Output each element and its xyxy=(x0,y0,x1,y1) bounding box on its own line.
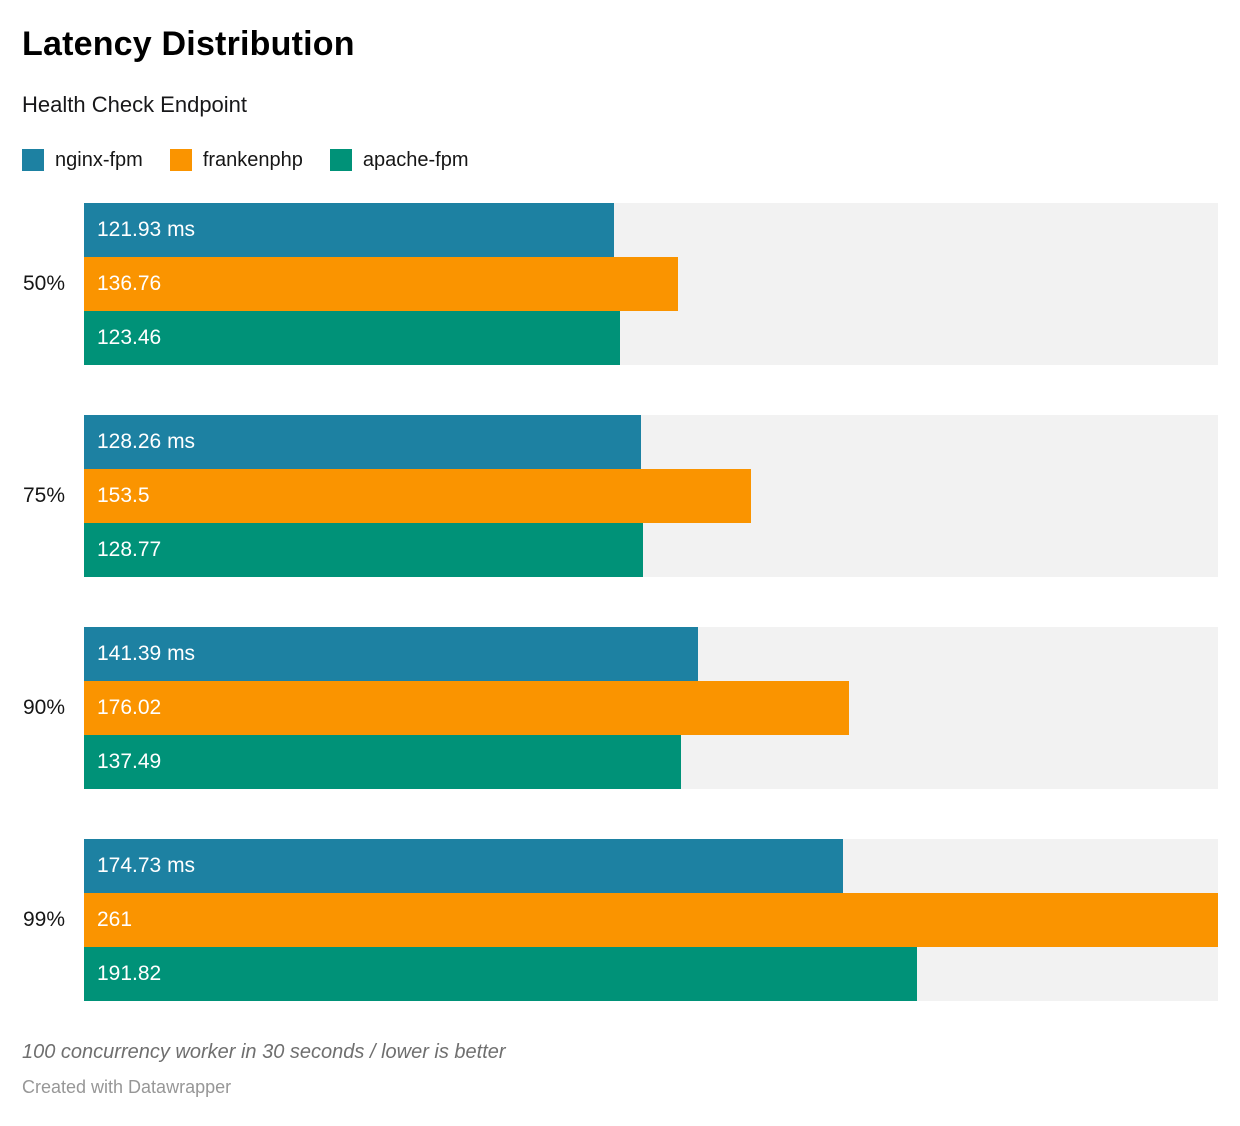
bar-track: 191.82 xyxy=(84,946,1218,1001)
bar-rows: 121.93 ms 136.76 123.46 xyxy=(84,202,1218,365)
bar-value-label: 121.93 ms xyxy=(97,217,196,241)
legend-label: nginx-fpm xyxy=(55,148,143,171)
attribution: Created with Datawrapper xyxy=(22,1076,232,1097)
bar-rows: 141.39 ms 176.02 137.49 xyxy=(84,626,1218,789)
bar-value-label: 191.82 xyxy=(97,961,162,985)
bar-value-label: 137.49 xyxy=(97,749,162,773)
bar-apache-fpm: 123.46 xyxy=(84,310,621,365)
chart-footer: 100 concurrency worker in 30 seconds / l… xyxy=(0,1041,1240,1098)
category-label: 90% xyxy=(22,695,65,719)
bar-track: 123.46 xyxy=(84,310,1218,365)
bar-track: 176.02 xyxy=(84,680,1218,735)
legend-label: apache-fpm xyxy=(362,148,469,171)
bar-value-label: 123.46 xyxy=(97,325,162,349)
bar-frankenphp: 136.76 xyxy=(84,256,679,311)
legend-swatch-icon xyxy=(329,149,352,172)
bar-track: 141.39 ms xyxy=(84,626,1218,681)
bar-group-90%: 90% 141.39 ms 176.02 137.49 xyxy=(22,626,1218,789)
bar-nginx-fpm: 141.39 ms xyxy=(84,626,699,681)
bar-value-label: 261 xyxy=(97,907,133,931)
page-title: Latency Distribution xyxy=(22,25,355,63)
legend-label: frankenphp xyxy=(202,148,303,171)
bar-track: 261 xyxy=(84,892,1218,947)
legend-item-apache-fpm: apache-fpm xyxy=(329,148,469,172)
bar-rows: 128.26 ms 153.5 128.77 xyxy=(84,414,1218,577)
footnote: 100 concurrency worker in 30 seconds / l… xyxy=(22,1040,506,1063)
legend-item-nginx-fpm: nginx-fpm xyxy=(22,149,143,172)
bar-frankenphp: 261 xyxy=(84,892,1218,947)
bar-value-label: 136.76 xyxy=(97,271,162,295)
bar-value-label: 174.73 ms xyxy=(97,853,196,877)
page-subtitle: Health Check Endpoint xyxy=(22,91,248,117)
category-label: 75% xyxy=(22,483,65,507)
legend-swatch-icon xyxy=(169,149,192,172)
bar-frankenphp: 176.02 xyxy=(84,680,849,735)
bar-track: 121.93 ms xyxy=(84,202,1218,257)
bar-chart: 50% 121.93 ms 136.76 123.46 75% 128.26 ms 153.… xyxy=(22,202,1218,1001)
bar-group-99%: 99% 174.73 ms 261 191.82 xyxy=(22,838,1218,1001)
bar-nginx-fpm: 128.26 ms xyxy=(84,414,642,469)
bar-value-label: 176.02 xyxy=(97,695,162,719)
bar-apache-fpm: 137.49 xyxy=(84,734,682,789)
bar-group-75%: 75% 128.26 ms 153.5 128.77 xyxy=(22,414,1218,577)
bar-apache-fpm: 191.82 xyxy=(84,946,918,1001)
bar-track: 128.77 xyxy=(84,522,1218,577)
bar-track: 174.73 ms xyxy=(84,838,1218,893)
chart-page: Latency Distribution Health Check Endpoi… xyxy=(22,25,1218,1001)
bar-track: 137.49 xyxy=(84,734,1218,789)
bar-value-label: 128.77 xyxy=(97,537,162,561)
bar-rows: 174.73 ms 261 191.82 xyxy=(84,838,1218,1001)
bar-frankenphp: 153.5 xyxy=(84,468,751,523)
bar-nginx-fpm: 174.73 ms xyxy=(84,838,844,893)
bar-apache-fpm: 128.77 xyxy=(84,522,644,577)
bar-group-50%: 50% 121.93 ms 136.76 123.46 xyxy=(22,202,1218,365)
bar-nginx-fpm: 121.93 ms xyxy=(84,202,614,257)
category-label: 99% xyxy=(22,907,65,931)
category-label: 50% xyxy=(22,271,65,295)
bar-track: 153.5 xyxy=(84,468,1218,523)
bar-value-label: 128.26 ms xyxy=(97,429,196,453)
bar-value-label: 141.39 ms xyxy=(97,641,196,665)
bar-track: 128.26 ms xyxy=(84,414,1218,469)
bar-value-label: 153.5 xyxy=(97,483,150,507)
legend-swatch-icon xyxy=(22,149,44,172)
legend: nginx-fpm frankenphp apache-fpm xyxy=(22,149,1218,172)
bar-track: 136.76 xyxy=(84,256,1218,311)
legend-item-frankenphp: frankenphp xyxy=(169,148,303,172)
